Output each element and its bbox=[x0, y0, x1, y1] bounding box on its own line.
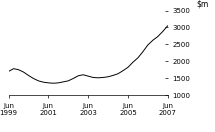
Y-axis label: $m: $m bbox=[197, 0, 209, 9]
